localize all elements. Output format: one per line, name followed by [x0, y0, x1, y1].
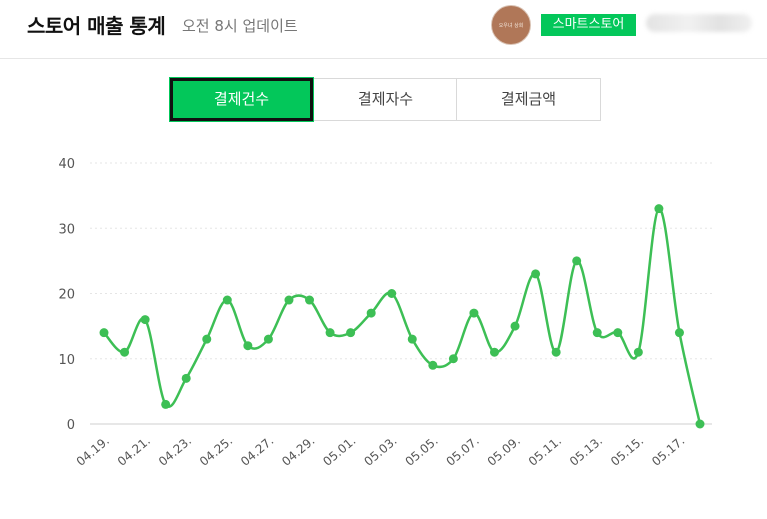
data-point-04.19.[interactable]	[99, 328, 109, 338]
x-tick-label: 05.07.	[444, 434, 482, 469]
data-point-05.03.[interactable]	[387, 289, 397, 298]
data-point-04.30.[interactable]	[325, 328, 335, 338]
data-point-04.27.[interactable]	[263, 334, 273, 344]
data-point-04.26.[interactable]	[243, 341, 253, 351]
data-point-04.28.[interactable]	[284, 295, 294, 305]
x-tick-label: 04.23.	[156, 434, 194, 469]
data-point-04.20.[interactable]	[120, 347, 130, 357]
data-point-05.09.[interactable]	[510, 321, 520, 331]
data-point-05.12.[interactable]	[572, 256, 582, 266]
y-axis-ticks: 0 10 20 30 40	[58, 157, 75, 433]
data-point-05.15.[interactable]	[633, 347, 643, 357]
data-point-05.13.[interactable]	[592, 328, 602, 338]
x-tick-label: 04.21.	[115, 434, 153, 469]
chart-svg: 0 10 20 30 40 04.19. 04.21. 04.23. 04.25. 04.27.…	[58, 157, 712, 469]
tab-payment-amount[interactable]: 결제금액	[456, 78, 601, 121]
x-tick-label: 05.13.	[567, 434, 605, 469]
page-title: 스토어 매출 통계	[27, 14, 166, 38]
x-tick-label: 05.17.	[649, 434, 687, 469]
x-tick-label: 05.01.	[320, 434, 358, 469]
data-point-05.02.[interactable]	[366, 308, 376, 318]
x-tick-label: 04.25.	[197, 434, 235, 469]
tab-payer-count[interactable]: 결제자수	[313, 78, 458, 121]
y-tick-label: 0	[67, 418, 75, 433]
y-tick-label: 30	[58, 222, 75, 237]
store-avatar[interactable]: 오우녀 상회	[491, 5, 531, 45]
data-point-04.25.[interactable]	[222, 295, 232, 305]
data-point-05.06.[interactable]	[448, 354, 458, 364]
data-point-05.16.[interactable]	[654, 204, 664, 214]
grid-layer	[90, 162, 712, 425]
data-point-05.14.[interactable]	[613, 328, 623, 338]
x-tick-label: 04.29.	[279, 434, 317, 469]
blurred-store-name	[646, 14, 752, 32]
data-point-05.17.[interactable]	[674, 328, 684, 338]
y-tick-label: 10	[58, 353, 75, 368]
header-bar: 스토어 매출 통계 오전 8시 업데이트 오우녀 상회 스마트스토어	[0, 0, 767, 59]
data-point-04.22.[interactable]	[161, 399, 171, 409]
update-time-text: 오전 8시 업데이트	[182, 17, 298, 35]
x-tick-label: 04.19.	[74, 434, 112, 469]
x-axis-ticks: 04.19. 04.21. 04.23. 04.25. 04.27. 04.29. 05.0…	[74, 434, 688, 469]
avatar-logo-text: 오우녀 상회	[498, 22, 524, 29]
data-point-04.24.[interactable]	[202, 334, 212, 344]
smartstore-badge[interactable]: 스마트스토어	[541, 14, 636, 36]
sales-line-chart: 0 10 20 30 40 04.19. 04.21. 04.23. 04.25. 04.27.…	[0, 140, 767, 519]
x-tick-label: 04.27.	[238, 434, 276, 469]
data-point-05.18.[interactable]	[695, 419, 705, 429]
data-point-05.11.[interactable]	[551, 347, 561, 357]
data-point-05.10.[interactable]	[531, 269, 541, 279]
x-tick-label: 05.15.	[608, 434, 646, 469]
data-point-05.05.[interactable]	[428, 360, 438, 370]
x-tick-label: 05.03.	[361, 434, 399, 469]
data-point-05.01.[interactable]	[346, 328, 356, 338]
series-line	[103, 207, 702, 425]
data-point-05.08.[interactable]	[489, 347, 499, 357]
y-tick-label: 20	[58, 288, 75, 303]
tab-payment-count[interactable]: 결제건수	[170, 78, 313, 121]
x-tick-label: 05.05.	[403, 434, 441, 469]
data-point-04.21.[interactable]	[140, 315, 150, 325]
data-point-04.23.[interactable]	[181, 373, 191, 383]
data-point-04.29.[interactable]	[305, 295, 315, 305]
data-point-05.04.[interactable]	[407, 334, 417, 344]
data-point-05.07.[interactable]	[469, 308, 479, 318]
x-tick-label: 05.09.	[485, 434, 523, 469]
data-points	[99, 204, 705, 429]
metric-tabs: 결제건수 결제자수 결제금액	[170, 78, 601, 121]
y-tick-label: 40	[58, 157, 75, 172]
x-tick-label: 05.11.	[526, 434, 564, 469]
